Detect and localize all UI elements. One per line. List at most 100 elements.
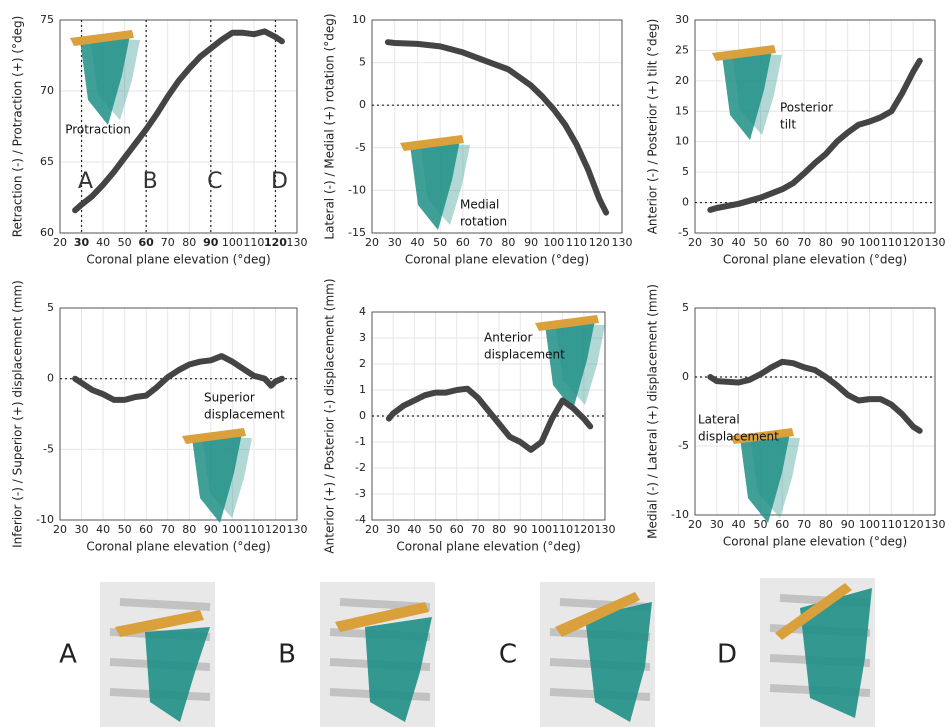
x-axis-label: Coronal plane elevation (°deg): [396, 540, 580, 554]
x-axis-label: Coronal plane elevation (°deg): [723, 535, 907, 549]
x-tick-label: 30: [75, 523, 89, 536]
panel-label: A: [59, 640, 77, 670]
x-tick-label: 100: [859, 518, 880, 531]
x-axis-label: Coronal plane elevation (°deg): [86, 253, 270, 267]
x-axis-label: Coronal plane elevation (°deg): [723, 253, 907, 267]
x-tick-label: 20: [688, 518, 702, 531]
y-tick-label: 5: [47, 301, 54, 314]
y-tick-label: -10: [671, 508, 689, 521]
y-axis-label: Anterior (-) / Posterior (+) tilt (°deg): [646, 19, 660, 235]
axes-frame: [694, 19, 936, 234]
clavicle: [70, 30, 134, 46]
x-tick-label: 50: [118, 236, 132, 249]
y-tick-label: 0: [359, 409, 366, 422]
y-axis-label: Lateral (-) / Medial (+) rotation (°deg): [323, 13, 337, 239]
data-line: [72, 353, 285, 403]
y-axis-label: Retraction (-) / Protraction (+) (°deg): [11, 16, 25, 238]
x-tick-label: 60: [775, 518, 789, 531]
y-tick-label: 70: [40, 84, 54, 97]
y-tick-label: 60: [40, 226, 54, 239]
y-tick-label: -10: [36, 513, 54, 526]
scapula-ghost: [90, 38, 140, 120]
y-tick-label: 0: [47, 372, 54, 385]
x-tick-label: 60: [456, 236, 470, 249]
x-tick-label: 130: [287, 523, 308, 536]
x-tick-label: 70: [797, 236, 811, 249]
x-tick-label: 120: [903, 518, 924, 531]
x-tick-label: 50: [429, 523, 443, 536]
x-tick-label: 100: [859, 236, 880, 249]
y-tick-label: -1: [355, 435, 366, 448]
axes-frame: [694, 307, 936, 516]
x-tick-label: 70: [479, 236, 493, 249]
scapula-ghost: [750, 436, 800, 518]
phase-label: B: [143, 169, 158, 194]
annotation: tilt: [780, 118, 796, 132]
x-tick-label: 80: [501, 236, 515, 249]
y-tick-label: 0: [359, 98, 366, 111]
data-line: [385, 385, 594, 453]
render-a: [100, 582, 215, 727]
x-tick-label: 120: [903, 236, 924, 249]
x-tick-label: 80: [819, 236, 833, 249]
x-tick-label: 20: [365, 236, 379, 249]
x-tick-label: 40: [732, 236, 746, 249]
phase-label: D: [271, 169, 288, 194]
x-tick-label: 60: [775, 236, 789, 249]
bottom-renders: [100, 578, 875, 727]
x-tick-label: 90: [204, 523, 218, 536]
annotation: Lateral: [698, 413, 740, 427]
y-tick-label: -5: [678, 439, 689, 452]
y-tick-label: 25: [675, 43, 689, 56]
scapula: [410, 140, 460, 230]
data-line: [384, 39, 610, 216]
clavicle: [730, 428, 794, 444]
annotation: Protraction: [65, 123, 131, 137]
x-tick-label: 130: [612, 236, 633, 249]
data-line: [707, 358, 923, 434]
data-line: [707, 57, 923, 213]
annotation: displacement: [698, 430, 779, 444]
x-tick-label: 40: [732, 518, 746, 531]
x-tick-label: 130: [925, 518, 946, 531]
x-tick-label: 80: [182, 236, 196, 249]
x-tick-label: 130: [287, 236, 308, 249]
panel-label: C: [499, 640, 517, 670]
y-tick-label: -4: [355, 513, 366, 526]
scapula: [192, 433, 242, 523]
x-tick-label: 40: [407, 523, 421, 536]
x-tick-label: 130: [925, 236, 946, 249]
y-tick-label: 15: [675, 104, 689, 117]
y-tick-label: 5: [682, 165, 689, 178]
y-tick-label: -15: [348, 226, 366, 239]
x-tick-label: 110: [566, 236, 587, 249]
x-tick-label: 100: [222, 236, 243, 249]
x-tick-label: 50: [753, 518, 767, 531]
annotation: displacement: [484, 348, 565, 362]
y-tick-label: -5: [355, 141, 366, 154]
x-tick-label: 30: [388, 236, 402, 249]
y-tick-label: 0: [682, 370, 689, 383]
clavicle: [535, 315, 599, 331]
scapula-ghost: [555, 323, 605, 405]
x-tick-label: 120: [264, 236, 287, 249]
x-tick-label: 20: [53, 236, 67, 249]
x-tick-label: 90: [841, 236, 855, 249]
scapula: [80, 35, 130, 125]
x-tick-label: 30: [710, 236, 724, 249]
bone-inset: [730, 428, 800, 523]
panel-label: D: [717, 640, 737, 670]
axes-frame: [59, 19, 298, 234]
plot-area: [60, 308, 297, 520]
render-b: [320, 582, 435, 727]
phase-label: A: [78, 169, 93, 194]
y-tick-label: 2: [359, 357, 366, 370]
y-tick-label: 4: [359, 305, 366, 318]
y-tick-label: 0: [682, 196, 689, 209]
y-tick-label: 5: [682, 301, 689, 314]
render-c: [540, 582, 655, 727]
annotation: displacement: [204, 408, 285, 422]
x-tick-label: 100: [531, 523, 552, 536]
y-axis-label: Medial (-) / Lateral (+) displacement (m…: [646, 284, 660, 539]
scapula: [545, 320, 595, 410]
